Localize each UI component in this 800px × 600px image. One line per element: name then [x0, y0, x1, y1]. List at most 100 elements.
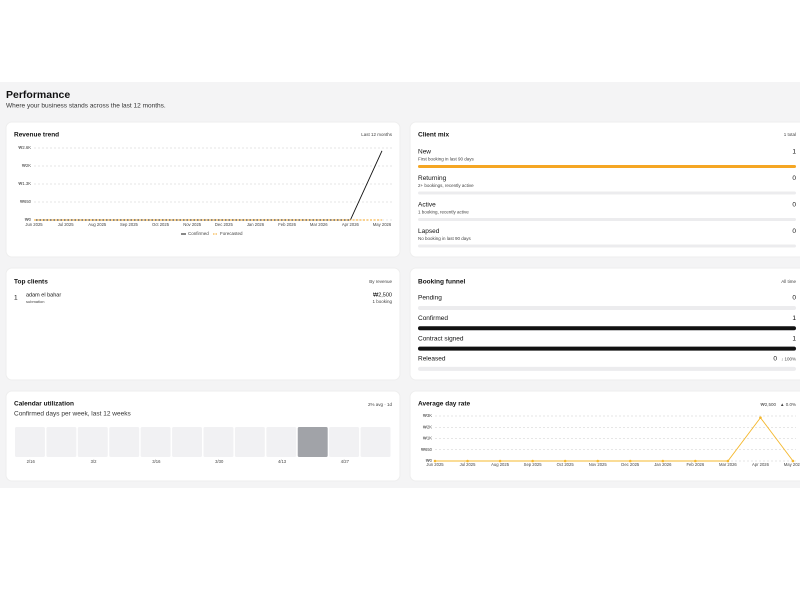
legend-label: Confirmed	[188, 231, 209, 236]
segment-description: 2+ bookings, recently active	[418, 183, 474, 188]
point	[726, 459, 730, 463]
week-label: 4/27	[341, 459, 350, 464]
stage-name: Contract signed	[418, 335, 464, 342]
y-tick-label: ₩2.6K	[18, 145, 31, 150]
card-title: Booking funnel	[418, 279, 465, 286]
x-tick-label: Oct 2025	[557, 462, 575, 467]
point	[498, 459, 502, 463]
amount: ₩2,500	[373, 292, 392, 298]
x-tick-label: Dec 2025	[215, 222, 234, 227]
bar-track	[418, 306, 796, 310]
sort: By revenue	[369, 279, 392, 284]
x-tick-label: Jan 2026	[654, 462, 672, 467]
point	[433, 459, 437, 463]
x-tick-label: Jul 2025	[460, 462, 477, 467]
x-tick-label: Aug 2025	[491, 462, 510, 467]
x-tick-label: Sep 2025	[120, 222, 139, 227]
week-label: 3/2	[91, 459, 97, 464]
stage-drop: ↓ 100%	[781, 357, 796, 362]
y-tick-label: ₩2K	[423, 424, 432, 429]
week-cell	[297, 427, 328, 457]
x-tick-label: Oct 2025	[152, 222, 170, 227]
card	[5, 267, 401, 381]
card-subtitle: Confirmed days per week, last 12 weeks	[14, 411, 131, 418]
bar	[418, 346, 796, 351]
change: ▲ 0.0%	[780, 402, 796, 407]
x-tick-label: Feb 2026	[687, 462, 705, 467]
week-cell	[172, 427, 202, 457]
bar-track	[418, 366, 796, 371]
card-title: Average day rate	[418, 401, 471, 408]
point	[563, 459, 567, 463]
x-tick-label: Jul 2025	[58, 222, 75, 227]
y-tick-label: ₩650	[20, 199, 32, 204]
week-cell-bg	[15, 427, 45, 457]
summary: 2% avg · 1d	[368, 402, 393, 407]
point	[661, 459, 665, 463]
x-tick-label: Feb 2026	[278, 222, 296, 227]
period: Last 12 months	[361, 132, 393, 137]
week-cell-bg	[46, 427, 77, 457]
week-cell-bg	[109, 427, 140, 457]
segment-value: 0	[792, 175, 796, 182]
y-tick-label: ₩2K	[22, 163, 31, 168]
page-title: Performance	[6, 89, 70, 101]
week-cell-bg	[360, 427, 391, 457]
total: 1 total	[784, 132, 796, 137]
segment-description: First booking in last 90 days	[418, 157, 475, 162]
x-tick-label: Mar 2026	[310, 222, 328, 227]
point	[694, 459, 697, 463]
x-tick-label: Dec 2025	[621, 462, 640, 467]
x-tick-label: Sep 2025	[524, 462, 543, 467]
client-detail: submation	[26, 299, 44, 304]
y-tick-label: ₩650	[421, 447, 433, 452]
bar-track	[418, 244, 796, 248]
x-tick-label: May 2026	[784, 462, 800, 467]
x-tick-label: May 2026	[373, 222, 392, 227]
card-title: Calendar utilization	[14, 401, 74, 408]
segment-description: 1 booking, recently active	[418, 210, 469, 215]
x-tick-label: Aug 2025	[88, 222, 107, 227]
week-cell	[329, 427, 359, 457]
week-cell	[109, 427, 139, 457]
legend-label: Forecasted	[220, 231, 243, 236]
week-label: 3/16	[152, 459, 161, 464]
card-title: Client mix	[418, 132, 449, 139]
x-tick-label: Jan 2026	[247, 222, 265, 227]
point	[596, 459, 600, 463]
stage-name: Confirmed	[418, 315, 448, 322]
point	[531, 459, 534, 463]
segment-name: New	[418, 149, 431, 156]
stage-value: 1	[792, 335, 796, 342]
client-name: adam el bahar	[26, 292, 61, 298]
week-cell-bg	[234, 427, 265, 457]
bar-track	[418, 191, 796, 195]
week-label: 3/30	[215, 459, 224, 464]
segment-description: No booking in last 90 days	[418, 236, 472, 241]
x-tick-label: Apr 2026	[752, 462, 770, 467]
card-title: Revenue trend	[14, 132, 59, 139]
stage-value: 0	[792, 295, 796, 302]
segment-name: Active	[418, 202, 436, 209]
point	[628, 459, 632, 463]
card	[5, 390, 401, 482]
y-tick-label: ₩0	[25, 217, 32, 222]
point	[759, 416, 762, 420]
point	[791, 459, 795, 463]
y-tick-label: ₩3K	[423, 413, 432, 418]
x-tick-label: Nov 2025	[589, 462, 608, 467]
week-cell-bg	[172, 427, 202, 457]
week-cell	[235, 427, 265, 457]
period: All time	[781, 279, 796, 284]
week-cell	[141, 427, 171, 457]
point	[466, 459, 469, 463]
week-cell-bg	[329, 427, 360, 457]
week-cell	[361, 427, 391, 457]
x-tick-label: Jun 2025	[25, 222, 43, 227]
week-cell-bg	[77, 427, 108, 457]
x-tick-label: Nov 2025	[183, 222, 202, 227]
bar	[418, 165, 796, 168]
bar	[418, 326, 796, 331]
segment-name: Returning	[418, 175, 447, 182]
week-cell-bg	[203, 427, 234, 457]
